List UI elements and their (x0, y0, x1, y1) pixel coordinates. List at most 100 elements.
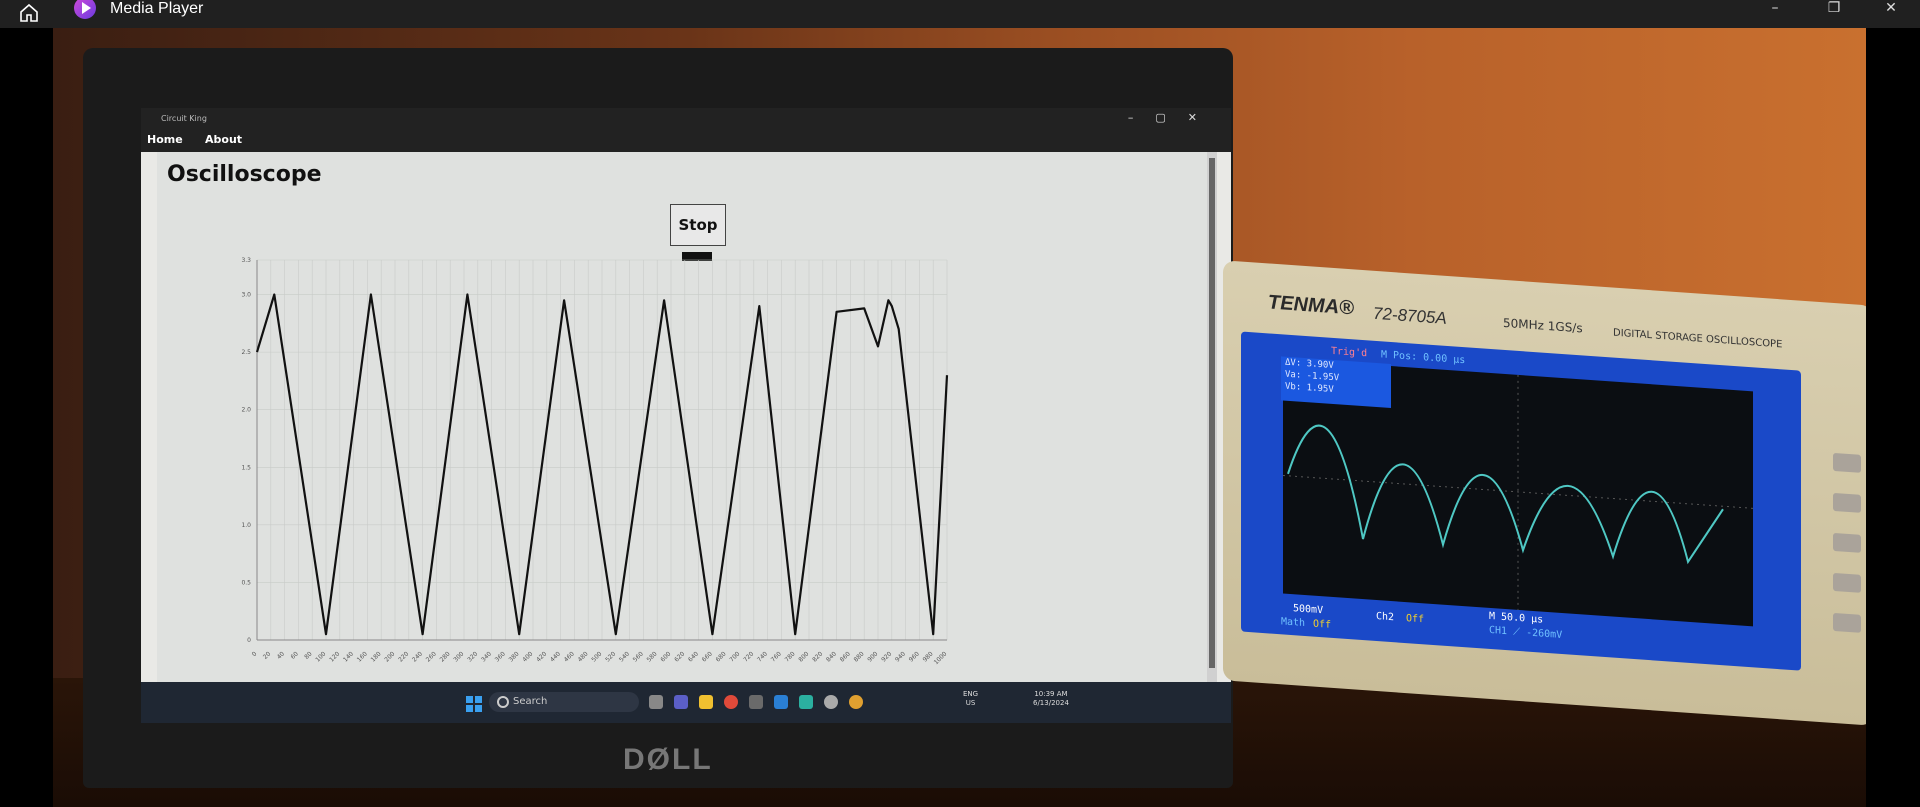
chart-x-tick-label: 360 (494, 650, 507, 663)
chart-y-tick-label: 1.0 (241, 522, 251, 529)
chart-x-tick-label: 660 (701, 650, 714, 663)
app-titlebar: Circuit King –▢✕ (141, 108, 1231, 128)
lang-text: ENG (963, 690, 979, 698)
scope-ch2-label: Ch2 (1376, 610, 1395, 624)
chart-x-tick-label: 540 (618, 650, 631, 663)
laptop: DØLL Circuit King –▢✕ Home About Oscillo… (83, 48, 1233, 788)
chart-x-tick-label: 240 (411, 650, 424, 663)
vscode-icon[interactable] (774, 695, 788, 709)
scope-mpos: M Pos: 0.00 µs (1381, 349, 1466, 367)
chart-y-tick-label: 3.3 (241, 257, 251, 264)
app-icon[interactable] (824, 695, 838, 709)
task-view-icon[interactable] (649, 695, 663, 709)
scrollbar[interactable] (1207, 152, 1217, 682)
scope-screen: Trig'd M Pos: 0.00 µs CH1 ΔV: 3.90V Va: … (1241, 331, 1801, 671)
chart-x-tick-label: 220 (397, 650, 410, 663)
video-frame[interactable]: DØLL Circuit King –▢✕ Home About Oscillo… (53, 28, 1866, 807)
chart-x-tick-label: 820 (811, 650, 824, 663)
laptop-screen: Circuit King –▢✕ Home About Oscilloscope… (141, 108, 1231, 723)
scope-ch2-state: Off (1406, 613, 1425, 626)
chart-x-tick-label: 100 (314, 650, 327, 663)
chart-y-tick-label: 1.5 (241, 464, 251, 471)
chart-x-tick-label: 860 (839, 650, 852, 663)
chart-x-tick-label: 280 (439, 650, 452, 663)
clock[interactable]: 10:39 AM 6/13/2024 (1033, 690, 1069, 708)
chart-x-tick-label: 60 (289, 650, 299, 660)
chart-x-tick-label: 720 (742, 650, 755, 663)
chart-x-tick-label: 420 (535, 650, 548, 663)
chart-y-tick-label: 2.0 (241, 407, 251, 414)
chart-x-tick-label: 740 (756, 650, 769, 663)
scope-math: Math (1281, 616, 1306, 630)
language-indicator[interactable]: ENG US (963, 690, 978, 708)
chart-x-tick-label: 1000 (933, 650, 949, 666)
chart-x-tick-label: 960 (908, 650, 921, 663)
chart-x-tick-label: 320 (466, 650, 479, 663)
restore-button[interactable]: ❐ (1827, 0, 1841, 16)
chart-x-tick-label: 340 (480, 650, 493, 663)
status-indicator (682, 252, 712, 261)
laptop-logo: DØLL (623, 743, 713, 776)
chart-x-tick-label: 40 (276, 650, 286, 660)
chart-x-tick-label: 20 (262, 650, 272, 660)
chart-x-tick-label: 200 (383, 650, 396, 663)
scope-trace (1283, 374, 1753, 610)
scope-type: DIGITAL STORAGE OSCILLOSCOPE (1613, 327, 1783, 351)
chart-x-tick-label: 880 (853, 650, 866, 663)
page-title: Oscilloscope (167, 162, 322, 187)
taskbar: Search ENG US 10:39 AM 6/13/2024 (141, 682, 1231, 723)
chart-y-tick-label: 0.5 (241, 579, 251, 586)
file-explorer-icon[interactable] (699, 695, 713, 709)
chart-x-tick-label: 380 (508, 650, 521, 663)
region-text: US (965, 699, 976, 707)
window-titlebar: Media Player – ❐ ✕ (0, 0, 1920, 28)
chart-x-tick-label: 80 (303, 650, 313, 660)
chrome-icon[interactable] (724, 695, 738, 709)
chart-y-tick-label: 0 (247, 637, 251, 644)
chart-x-tick-label: 580 (646, 650, 659, 663)
home-icon[interactable] (18, 3, 40, 23)
chart-x-tick-label: 920 (880, 650, 893, 663)
close-button[interactable]: ✕ (1885, 0, 1897, 16)
scope-spec: 50MHz 1GS/s (1503, 315, 1583, 336)
chart-y-tick-label: 3.0 (241, 292, 251, 299)
chart-x-tick-label: 700 (728, 650, 741, 663)
tenma-oscilloscope: TENMA® 72-8705A 50MHz 1GS/s DIGITAL STOR… (1223, 260, 1866, 726)
app-icon[interactable] (749, 695, 763, 709)
app-window-controls[interactable]: –▢✕ (1127, 111, 1219, 124)
teams-icon[interactable] (674, 695, 688, 709)
minimize-button[interactable]: – (1771, 0, 1779, 16)
taskbar-search[interactable]: Search (489, 692, 639, 712)
scope-ch1-scale: 500mV (1293, 603, 1324, 617)
menu-item-home[interactable]: Home (147, 133, 183, 146)
scope-button[interactable] (1833, 452, 1861, 473)
scope-button[interactable] (1833, 492, 1861, 513)
chart-x-tick-label: 800 (797, 650, 810, 663)
media-player-icon (74, 0, 96, 19)
window-title: Media Player (110, 0, 204, 17)
scope-button[interactable] (1833, 532, 1861, 553)
chart-x-tick-label: 0 (251, 650, 259, 658)
app-menu: Home About (141, 128, 1231, 152)
chart-x-tick-label: 840 (825, 650, 838, 663)
clock-time: 10:39 AM (1034, 690, 1068, 698)
scope-button[interactable] (1833, 572, 1861, 593)
search-icon (497, 696, 509, 708)
windows-start-icon[interactable] (466, 696, 482, 712)
scope-brand: TENMA® (1268, 291, 1354, 320)
scope-button[interactable] (1833, 612, 1861, 633)
chart-x-tick-label: 520 (604, 650, 617, 663)
chart-x-tick-label: 260 (425, 650, 438, 663)
chart-y-tick-label: 2.5 (241, 349, 251, 356)
stop-button[interactable]: Stop (670, 204, 726, 246)
menu-item-about[interactable]: About (205, 133, 243, 146)
edge-icon[interactable] (799, 695, 813, 709)
clock-date: 6/13/2024 (1033, 699, 1069, 707)
chart-x-tick-label: 300 (452, 650, 465, 663)
oscilloscope-chart: 0 20 40 60 80 100 120 140 160 180 200 220 240 260 280 3… (241, 257, 949, 666)
chrome-icon[interactable] (849, 695, 863, 709)
app-name: Circuit King (161, 114, 207, 123)
app-content: Oscilloscope Stop 0 20 40 60 80 100 120 140 160 1… (157, 152, 1217, 682)
scope-timebase: M 50.0 µs (1489, 610, 1544, 626)
scrollbar-thumb[interactable] (1209, 158, 1215, 668)
